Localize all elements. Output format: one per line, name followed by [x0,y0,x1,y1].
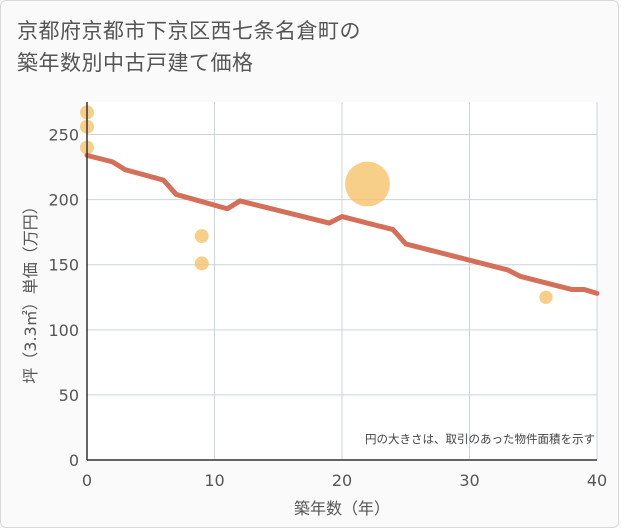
transaction-points [80,105,553,304]
x-tick-label-0: 0 [82,471,92,490]
x-tick-label-30: 30 [459,471,479,490]
size-note: 円の大きさは、取引のあった物件面積を示す [365,432,595,446]
y-tick-label-50: 50 [59,386,79,405]
y-tick-label-250: 250 [48,126,79,145]
x-axis-label: 築年数（年） [294,499,390,518]
grid-lines [87,102,598,460]
axes [86,102,597,461]
chart-title-line-1: 京都府京都市下京区西七条名倉町の [17,19,361,43]
x-tick-label-40: 40 [587,471,607,490]
chart-title-line-2: 築年数別中古戸建て価格 [17,51,254,75]
transaction-point-4 [194,256,209,271]
transaction-point-3 [194,229,209,244]
trend-line [84,152,600,296]
y-tick-label-200: 200 [48,191,79,210]
y-axis-label: 坪（3.3㎡）単価（万円） [21,198,40,383]
transaction-point-5 [345,161,390,207]
y-tick-label-0: 0 [69,451,79,470]
y-tick-label-150: 150 [48,256,79,275]
transaction-point-6 [539,290,553,304]
chart-title: 京都府京都市下京区西七条名倉町の 築年数別中古戸建て価格 [17,15,361,79]
x-tick-label-10: 10 [204,471,224,490]
y-tick-label-100: 100 [48,321,79,340]
x-tick-label-20: 20 [332,471,352,490]
tick-labels: 0 10 20 30 40 0 50 100 150 200 250 [48,126,607,490]
